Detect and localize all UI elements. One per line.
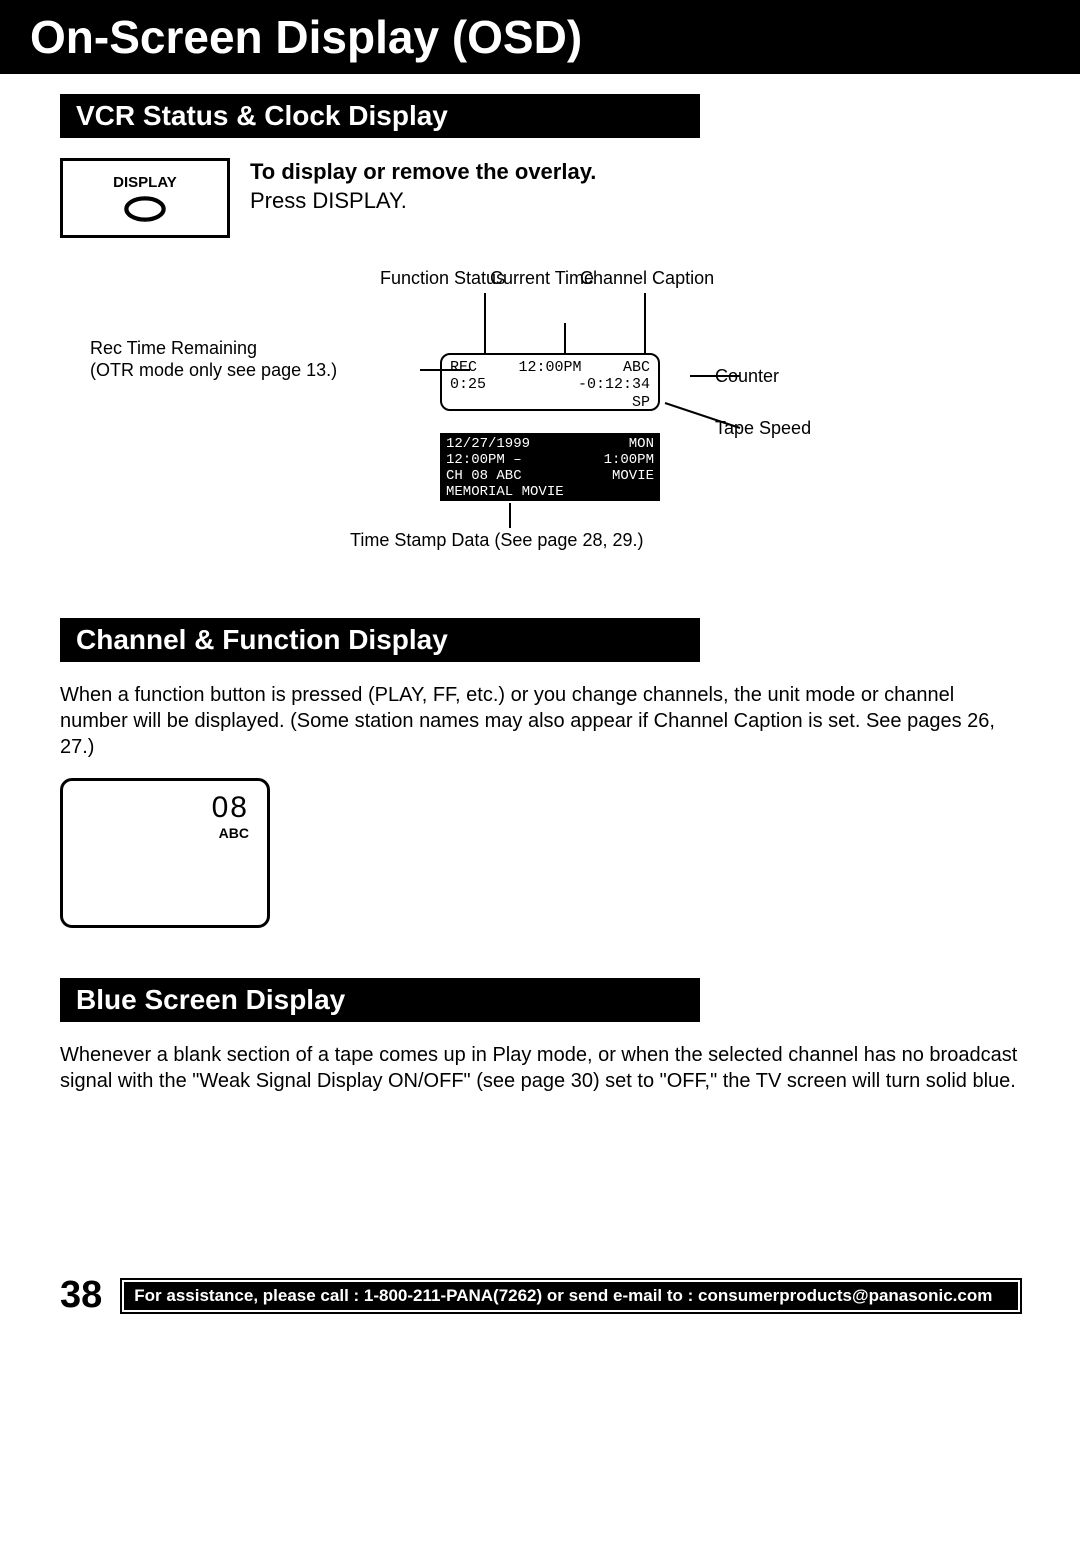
section-vcr-status: VCR Status & Clock Display DISPLAY To di… <box>60 94 1020 568</box>
section-channel-function: Channel & Function Display When a functi… <box>60 618 1020 928</box>
osd-time: 12:00PM <box>518 359 581 376</box>
section-header: VCR Status & Clock Display <box>60 94 700 138</box>
label-rec-remaining-2: (OTR mode only see page 13.) <box>90 360 337 381</box>
osd-status-box: REC 12:00PM ABC 0:25 -0:12:34 SP <box>440 353 660 411</box>
osd-rec: REC <box>450 359 477 376</box>
ts-day: MON <box>629 436 654 452</box>
label-tape-speed: Tape Speed <box>715 418 811 439</box>
diagram-lines <box>60 268 1020 568</box>
ts-end: 1:00PM <box>604 452 654 468</box>
label-timestamp: Time Stamp Data (See page 28, 29.) <box>350 530 643 551</box>
channel-display-box: 08 ABC <box>60 778 270 928</box>
page-footer: 38 For assistance, please call : 1-800-2… <box>0 1274 1080 1337</box>
overlay-sub-text: Press DISPLAY. <box>250 187 596 216</box>
label-function-status: Function Status <box>380 268 505 289</box>
display-instruction-row: DISPLAY To display or remove the overlay… <box>60 158 1020 238</box>
ts-channel: CH 08 ABC <box>446 468 522 484</box>
button-oval-icon <box>123 195 167 223</box>
label-current-time: Current Time <box>490 268 594 289</box>
label-channel-caption: Channel Caption <box>580 268 714 289</box>
label-rec-remaining-1: Rec Time Remaining <box>90 338 257 359</box>
osd-diagram: Function Status Channel Caption Current … <box>60 268 1020 568</box>
page-content: VCR Status & Clock Display DISPLAY To di… <box>0 74 1080 1094</box>
osd-caption: ABC <box>623 359 650 376</box>
ts-title: MEMORIAL MOVIE <box>446 484 654 500</box>
overlay-instructions: To display or remove the overlay. Press … <box>250 158 596 238</box>
overlay-bold-text: To display or remove the overlay. <box>250 158 596 187</box>
osd-rec-remain: 0:25 <box>450 376 486 393</box>
section-header: Blue Screen Display <box>60 978 700 1022</box>
section2-paragraph: When a function button is pressed (PLAY,… <box>60 682 1020 760</box>
ts-genre: MOVIE <box>612 468 654 484</box>
channel-number: 08 <box>81 791 249 825</box>
osd-timestamp-box: 12/27/1999MON 12:00PM –1:00PM CH 08 ABCM… <box>440 433 660 501</box>
channel-caption: ABC <box>81 825 249 841</box>
page-title: On-Screen Display (OSD) <box>0 0 1080 74</box>
osd-speed: SP <box>450 394 650 411</box>
section-blue-screen: Blue Screen Display Whenever a blank sec… <box>60 978 1020 1094</box>
display-button-illustration: DISPLAY <box>60 158 230 238</box>
display-button-label: DISPLAY <box>113 174 177 191</box>
ts-date: 12/27/1999 <box>446 436 530 452</box>
section-header: Channel & Function Display <box>60 618 700 662</box>
section3-paragraph: Whenever a blank section of a tape comes… <box>60 1042 1020 1094</box>
ts-start: 12:00PM – <box>446 452 522 468</box>
osd-counter: -0:12:34 <box>578 376 650 393</box>
footer-assistance-bar: For assistance, please call : 1-800-211-… <box>122 1280 1020 1312</box>
page-number: 38 <box>60 1274 102 1317</box>
label-counter: Counter <box>715 366 779 387</box>
